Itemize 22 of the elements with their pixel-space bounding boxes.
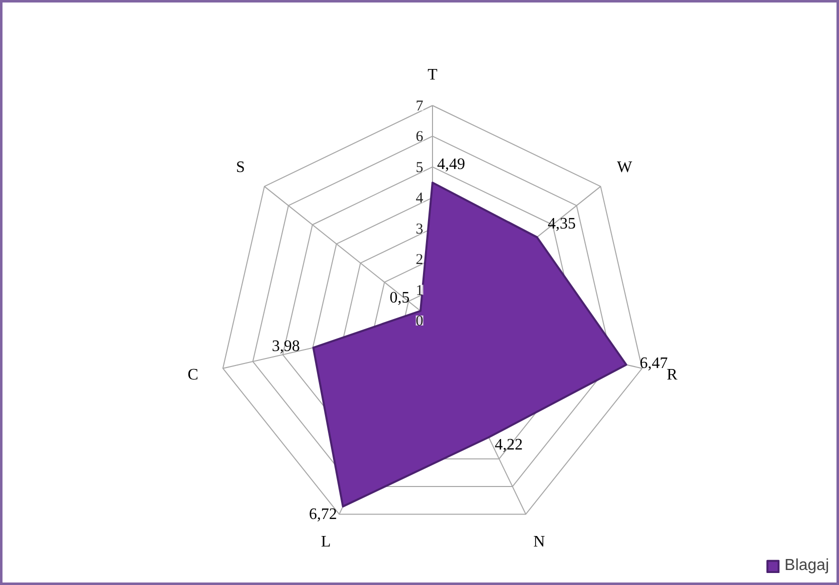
y-tick-label: 1 [416,282,424,299]
data-label: 3,98 [272,338,300,355]
y-tick-label: 5 [416,160,424,176]
y-tick-label: 2 [416,252,424,268]
spoke-label: R [666,366,678,384]
spoke-label: N [533,533,546,550]
data-label: 4,22 [494,436,523,454]
y-tick-label: 7 [416,98,424,114]
spoke-label: S [236,158,245,176]
y-tick-label: 3 [416,221,424,238]
spoke-label: L [321,533,331,550]
data-label: 6,47 [640,354,668,372]
data-label: 0,5 [390,289,410,306]
y-tick-label: 6 [416,129,424,146]
spoke-label: W [617,158,634,176]
spoke-label: C [188,366,198,384]
y-tick-label: 4 [416,190,424,207]
data-label: 4,49 [437,156,466,173]
data-label: 4,35 [548,216,576,233]
legend-label: Blagaj [784,557,829,575]
data-label: 6,72 [308,506,337,523]
spoke-label: T [428,66,438,84]
